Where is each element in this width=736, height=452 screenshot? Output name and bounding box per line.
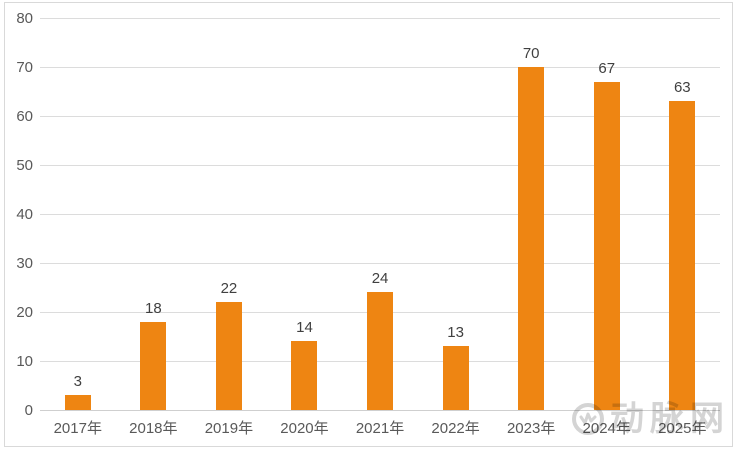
bar-group-2025年: 63: [645, 18, 721, 410]
x-tick-label: 2024年: [582, 420, 631, 437]
bar-group-2021年: 24: [342, 18, 418, 410]
bar-value-label: 22: [220, 280, 238, 298]
y-tick-label: 30: [16, 255, 33, 272]
bar-group-2024年: 67: [569, 18, 645, 410]
bar-2021年: [367, 292, 394, 410]
bar-value-label: 3: [73, 373, 82, 391]
x-axis: 2017年 2018年 2019年 2020年 2021年 2022年 2023年 2024年…: [40, 417, 720, 438]
y-tick-label: 20: [16, 304, 33, 321]
bar-2018年: [140, 321, 167, 410]
y-tick-label: 60: [16, 108, 33, 125]
y-tick-label: 10: [16, 353, 33, 370]
bar-group-2019年: 22: [191, 18, 267, 410]
bar-2024年: [593, 81, 620, 410]
bar-2022年: [442, 346, 469, 410]
bar-value-label: 70: [522, 45, 540, 62]
gridline-70: [40, 66, 720, 68]
bar-group-2020年: 14: [267, 18, 343, 410]
bar-group-2023年: 70: [493, 18, 569, 410]
y-tick-label: 40: [16, 206, 33, 223]
y-tick-label: 80: [16, 10, 33, 27]
bar-group-2017年: 3: [40, 18, 116, 410]
bar-2025年: [669, 101, 696, 410]
x-tick-label: 2025年: [658, 420, 707, 437]
x-tick-label: 2022年: [431, 420, 480, 437]
bar-2020年: [291, 341, 318, 410]
bar-value-label: 67: [598, 59, 616, 77]
gridline-0: [40, 409, 720, 411]
x-tick-label: 2018年: [129, 420, 178, 437]
bar-2019年: [215, 302, 242, 410]
gridline-60: [40, 115, 720, 117]
x-tick-label: 2019年: [204, 420, 254, 437]
x-tick-label: 2017年: [53, 420, 102, 437]
gridline-50: [40, 164, 720, 166]
gridline-80: [40, 17, 720, 19]
y-tick-label: 50: [16, 157, 33, 174]
bar-value-label: 14: [296, 319, 313, 337]
bar-value-label: 63: [673, 79, 691, 97]
bar-2023年: [518, 67, 545, 410]
y-tick-label: 0: [24, 402, 33, 419]
x-tick-label: 2021年: [355, 420, 405, 437]
bars-layer: 3 18 22 14 24 13 70 67 63: [40, 18, 720, 410]
x-tick-label: 2020年: [280, 420, 329, 437]
bar-group-2022年: 13: [418, 18, 494, 410]
bar-value-label: 24: [371, 270, 389, 288]
gridline-40: [40, 213, 720, 215]
gridline-30: [40, 262, 720, 264]
bar-2017年: [64, 395, 91, 410]
bar-value-label: 13: [447, 324, 464, 342]
x-tick-label: 2023年: [506, 420, 556, 437]
bar-group-2018年: 18: [116, 18, 192, 410]
bar-value-label: 18: [145, 299, 162, 317]
y-tick-label: 70: [16, 59, 33, 76]
